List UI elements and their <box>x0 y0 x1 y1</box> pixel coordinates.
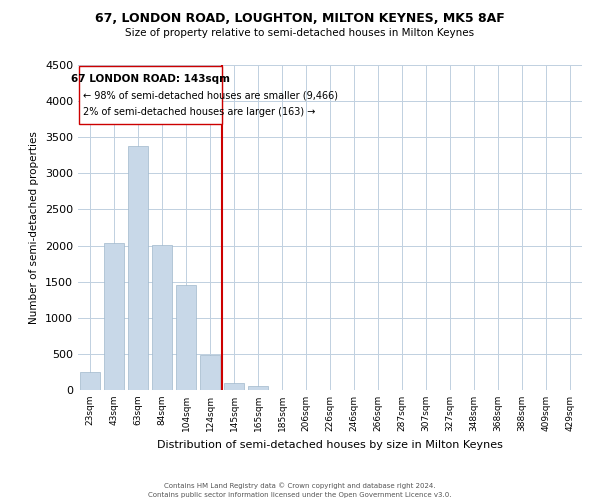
Bar <box>152 245 172 390</box>
Text: Size of property relative to semi-detached houses in Milton Keynes: Size of property relative to semi-detach… <box>125 28 475 38</box>
Bar <box>176 284 196 390</box>
Text: 67 LONDON ROAD: 143sqm: 67 LONDON ROAD: 143sqm <box>71 74 230 84</box>
Bar <box>200 354 220 390</box>
Text: ← 98% of semi-detached houses are smaller (9,466): ← 98% of semi-detached houses are smalle… <box>83 90 338 101</box>
Text: 67, LONDON ROAD, LOUGHTON, MILTON KEYNES, MK5 8AF: 67, LONDON ROAD, LOUGHTON, MILTON KEYNES… <box>95 12 505 26</box>
Bar <box>248 386 268 390</box>
Bar <box>128 146 148 390</box>
Text: 2% of semi-detached houses are larger (163) →: 2% of semi-detached houses are larger (1… <box>83 106 315 117</box>
Bar <box>79 66 222 124</box>
Y-axis label: Number of semi-detached properties: Number of semi-detached properties <box>29 131 40 324</box>
Bar <box>224 383 244 390</box>
Text: Contains public sector information licensed under the Open Government Licence v3: Contains public sector information licen… <box>148 492 452 498</box>
Bar <box>104 244 124 390</box>
X-axis label: Distribution of semi-detached houses by size in Milton Keynes: Distribution of semi-detached houses by … <box>157 440 503 450</box>
Text: Contains HM Land Registry data © Crown copyright and database right 2024.: Contains HM Land Registry data © Crown c… <box>164 482 436 489</box>
Bar <box>80 372 100 390</box>
